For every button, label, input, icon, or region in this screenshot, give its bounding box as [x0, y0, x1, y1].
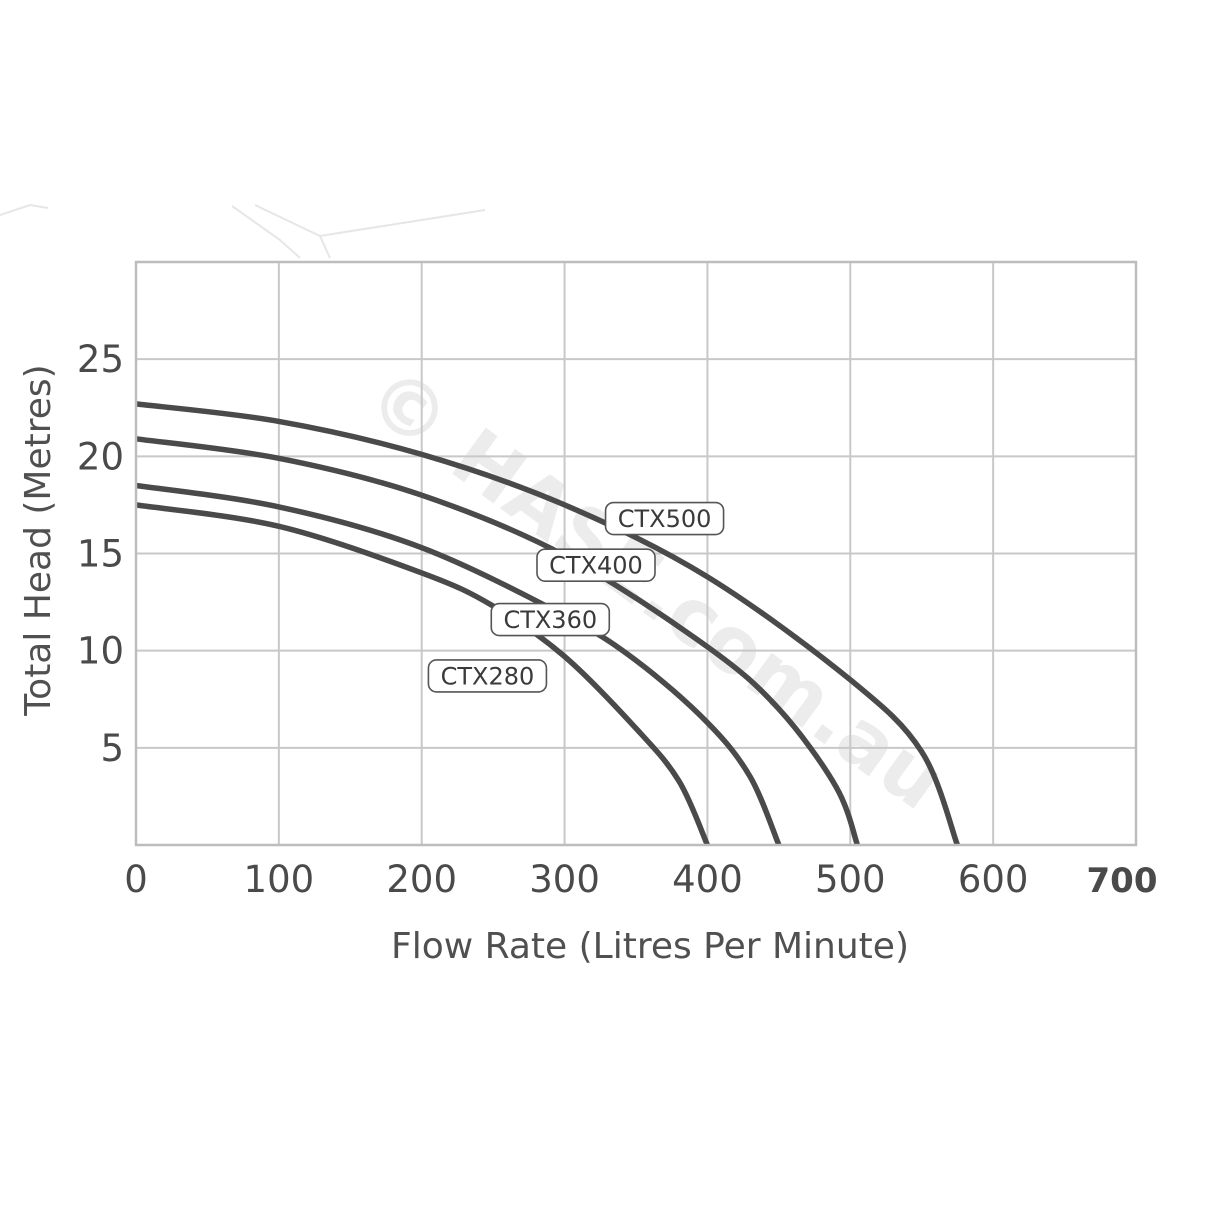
- y-tick-label-10: 10: [77, 630, 124, 673]
- x-tick-labels: 0 100 200 300 400 500 600 700: [124, 858, 1157, 901]
- series-labels: CTX500 CTX400 CTX360 CTX280: [427, 501, 725, 693]
- plot-frame: [134, 260, 1138, 847]
- plot-border: [134, 260, 1138, 847]
- y-tick-labels: 5 10 15 20 25: [77, 338, 124, 770]
- x-tick-label-700: 700: [1087, 861, 1158, 901]
- watermark-text: © HASE.com.au: [350, 350, 960, 828]
- y-tick-label-20: 20: [77, 435, 124, 478]
- x-tick-label-200: 200: [386, 858, 457, 901]
- x-tick-label-0: 0: [124, 858, 148, 901]
- series-label-text: CTX360: [503, 606, 597, 634]
- series-label-box: [604, 501, 725, 536]
- y-tick-label-5: 5: [100, 727, 124, 770]
- x-tick-label-500: 500: [815, 858, 886, 901]
- series-label-text: CTX280: [441, 662, 535, 690]
- y-tick-label-15: 15: [77, 533, 124, 576]
- x-tick-label-300: 300: [529, 858, 600, 901]
- series-label-text: CTX400: [549, 552, 643, 580]
- series-label-ctx400: CTX400: [536, 548, 656, 582]
- x-tick-label-100: 100: [244, 858, 315, 901]
- y-tick-label-25: 25: [77, 338, 124, 381]
- series-label-box: [427, 659, 548, 693]
- series-label-ctx500: CTX500: [604, 501, 725, 536]
- series-label-ctx280: CTX280: [427, 659, 548, 693]
- y-axis-label: Total Head (Metres): [18, 364, 59, 716]
- series-label-ctx360: CTX360: [490, 602, 611, 637]
- series-label-text: CTX500: [618, 505, 712, 533]
- series-label-box: [490, 602, 611, 637]
- x-tick-label-400: 400: [672, 858, 743, 901]
- background-watermark-sketch: [0, 203, 486, 259]
- series-label-box: [536, 548, 656, 582]
- x-axis-label: Flow Rate (Litres Per Minute): [391, 926, 909, 967]
- x-tick-label-600: 600: [958, 858, 1029, 901]
